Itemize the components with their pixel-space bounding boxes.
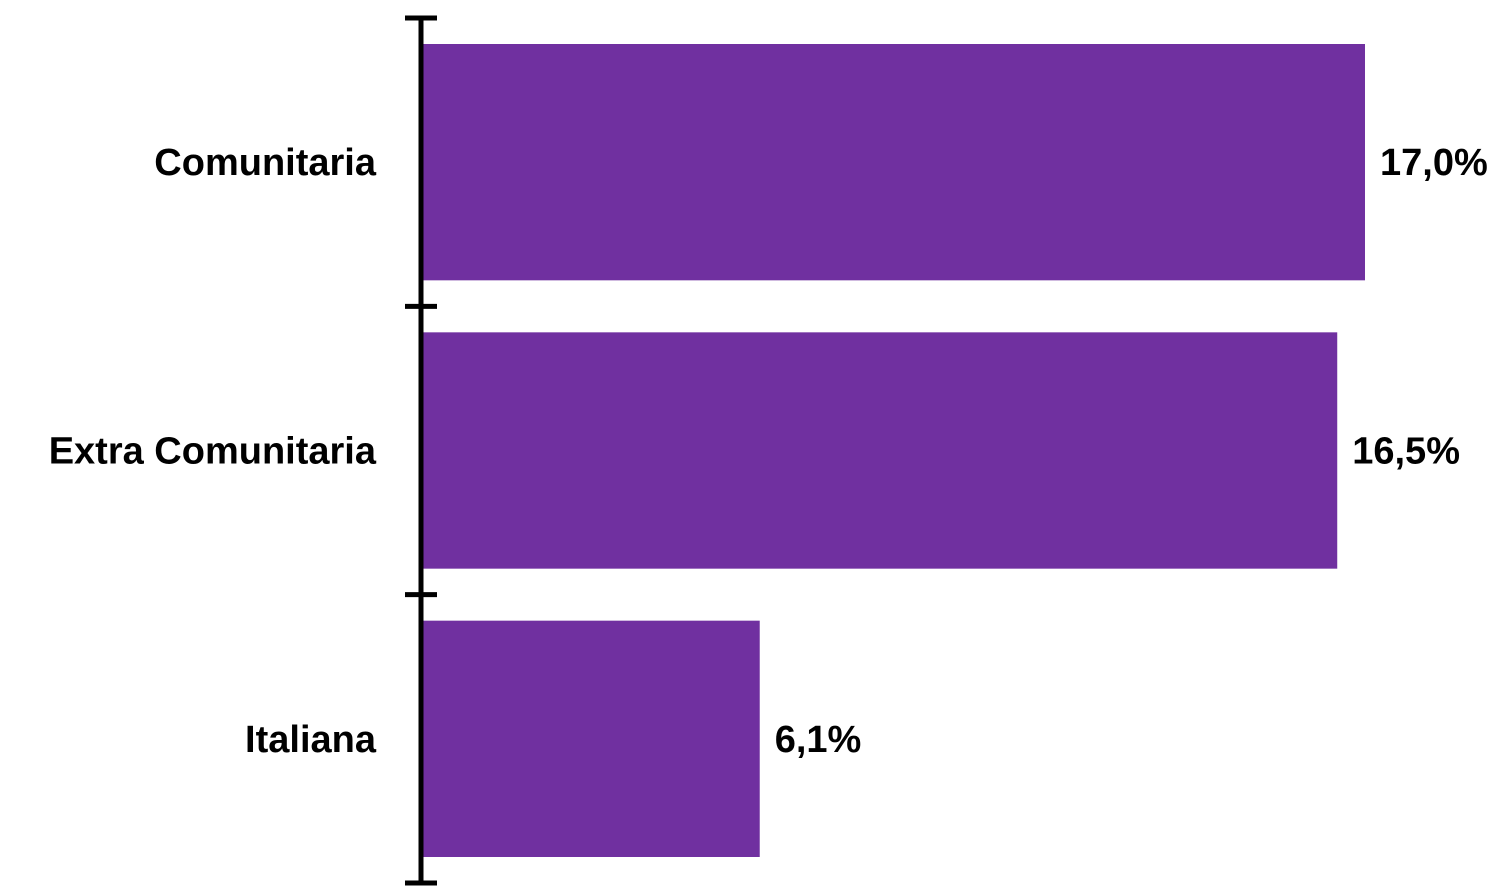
category-label-extra-comunitaria: Extra Comunitaria	[49, 431, 377, 473]
data-label-comunitaria: 17,0%	[1380, 142, 1488, 184]
data-label-italiana: 6,1%	[775, 719, 862, 761]
bar-extra-comunitaria	[421, 332, 1338, 569]
bar-italiana	[421, 620, 760, 857]
category-label-italiana: Italiana	[245, 719, 377, 761]
data-label-extra-comunitaria: 16,5%	[1352, 431, 1460, 473]
bars-group	[421, 44, 1365, 857]
category-axis	[405, 15, 437, 886]
category-label-comunitaria: Comunitaria	[154, 142, 377, 184]
bar-comunitaria	[421, 44, 1365, 281]
labels-group: Comunitaria 17,0% Extra Comunitaria 16,5% It…	[49, 142, 1488, 761]
